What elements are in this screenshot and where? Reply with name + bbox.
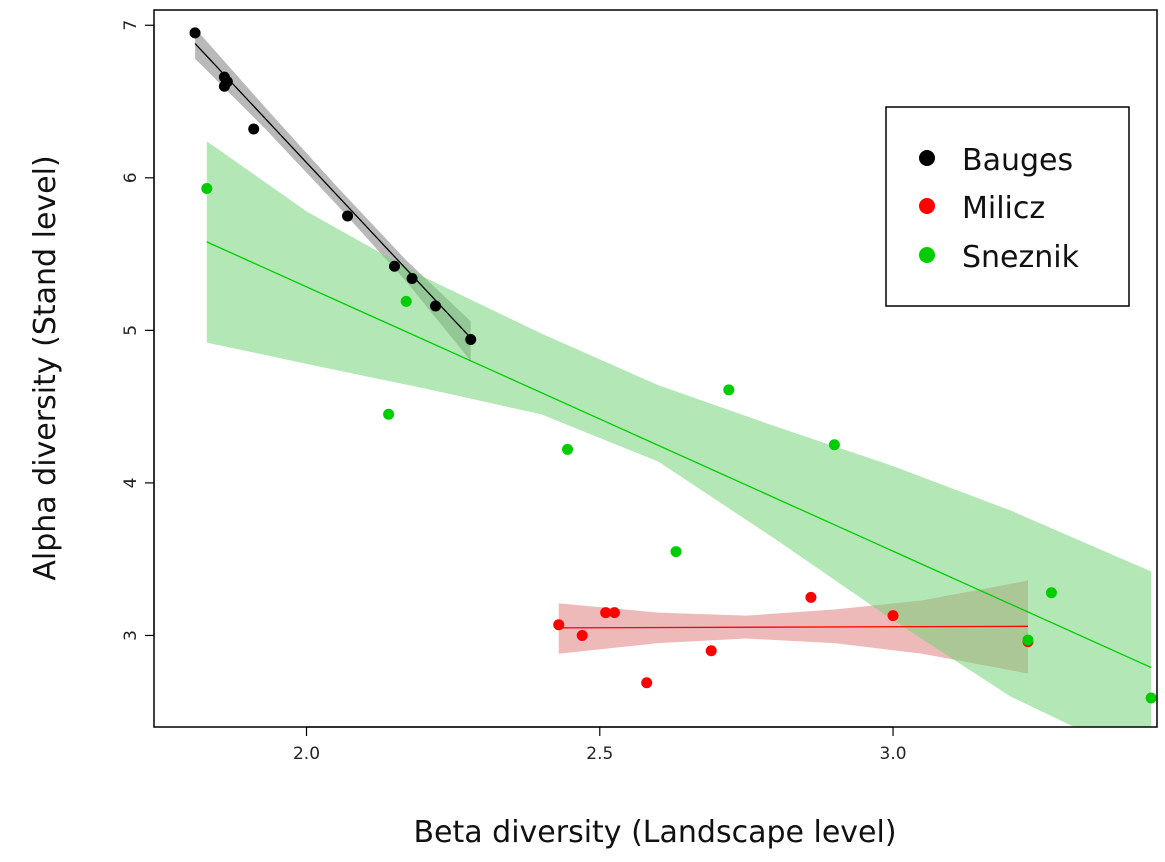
data-points	[189, 27, 1157, 704]
point-bauges	[218, 80, 230, 92]
y-tick-label: 3	[121, 630, 141, 641]
point-sneznik	[562, 443, 574, 455]
point-sneznik	[400, 295, 412, 307]
point-bauges	[248, 123, 260, 135]
y-axis: 3 4 5 6 7	[121, 20, 155, 641]
point-milicz	[600, 607, 612, 619]
legend-label-milicz: Milicz	[962, 191, 1045, 226]
point-sneznik	[1022, 634, 1034, 646]
y-tick-label: 5	[121, 325, 141, 336]
point-sneznik	[723, 384, 735, 396]
point-milicz	[805, 591, 817, 603]
point-milicz	[576, 629, 588, 641]
point-sneznik	[670, 546, 682, 558]
legend-label-bauges: Bauges	[962, 143, 1073, 178]
fit-line-sneznik	[206, 241, 1152, 669]
point-milicz	[887, 610, 899, 622]
y-tick-label: 6	[121, 172, 141, 183]
fit-line-bauges	[194, 43, 472, 339]
fit-lines	[194, 43, 1152, 669]
legend-marker-sneznik	[919, 247, 935, 263]
confidence-band-bauges	[195, 28, 471, 361]
point-sneznik	[201, 182, 213, 194]
legend: Bauges Milicz Sneznik	[885, 106, 1130, 307]
confidence-band-sneznik	[206, 141, 1152, 727]
point-bauges	[465, 334, 477, 346]
fit-line-milicz	[558, 625, 1028, 629]
point-sneznik	[1045, 587, 1057, 599]
y-axis-title: Alpha diversity (Stand level)	[28, 155, 63, 580]
point-bauges	[430, 300, 442, 312]
y-tick-label: 4	[121, 478, 141, 489]
point-milicz	[705, 645, 717, 657]
point-milicz	[641, 677, 653, 689]
point-milicz	[608, 607, 620, 619]
legend-marker-milicz	[919, 198, 935, 214]
point-bauges	[388, 260, 400, 272]
x-axis-title: Beta diversity (Landscape level)	[413, 815, 896, 850]
y-tick-label: 7	[121, 20, 141, 31]
x-axis: 2.0 2.5 3.0	[293, 726, 907, 764]
x-tick-label: 2.0	[293, 744, 320, 764]
point-sneznik	[1145, 692, 1157, 704]
legend-label-sneznik: Sneznik	[962, 240, 1080, 275]
point-sneznik	[383, 408, 395, 420]
legend-marker-bauges	[919, 150, 935, 166]
x-tick-label: 2.5	[586, 744, 613, 764]
point-bauges	[406, 272, 418, 284]
x-tick-label: 3.0	[880, 744, 907, 764]
point-sneznik	[828, 439, 840, 451]
point-bauges	[342, 210, 354, 222]
point-milicz	[553, 619, 565, 631]
point-bauges	[189, 27, 201, 39]
